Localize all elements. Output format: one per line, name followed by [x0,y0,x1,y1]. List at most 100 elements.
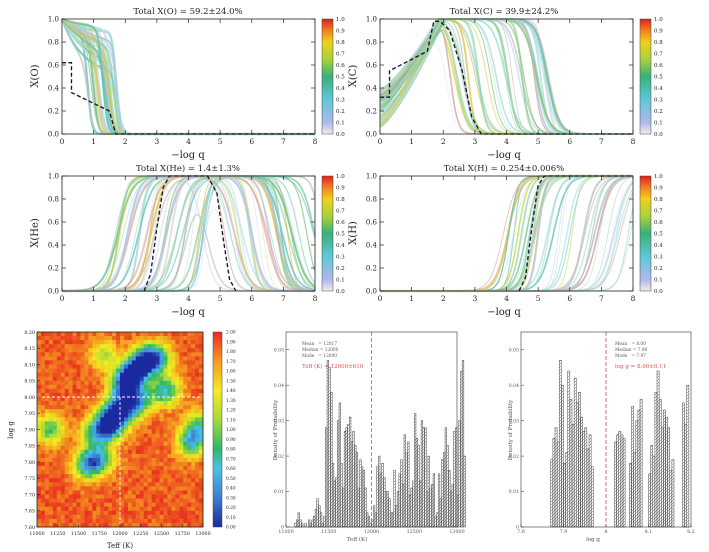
heat-cell [195,368,200,374]
heat-cell [199,522,204,528]
heat-cell [183,441,188,447]
heat-cell [171,425,176,430]
heat-cell [151,421,156,426]
heat-cell [52,470,58,475]
heat-cell [199,344,204,349]
heat-cell [127,522,133,528]
heat-cell [64,462,70,467]
heat-cell [155,405,160,410]
heat-cell [143,470,149,475]
heat-cell [179,336,184,341]
heat-cell [112,514,117,520]
histogram-bar [631,406,634,528]
heat-cell [139,494,145,499]
histogram-bar [571,423,575,528]
heat-cell [72,429,77,434]
heat-cell [56,405,62,410]
histogram-bar [576,402,579,528]
heat-cell [120,348,125,353]
heat-cell [116,482,121,487]
histogram-bar [314,509,318,528]
heat-cell [48,457,54,463]
heat-cell [92,352,97,357]
heat-cell [108,405,113,410]
heat-cell [60,397,66,402]
heat-cell [135,332,141,337]
heat-cell [159,421,164,426]
heat-cell [104,462,109,467]
heat-cell [187,332,192,337]
heat-cell [40,401,46,406]
heat-cell [159,494,164,499]
heat-cell [52,498,58,504]
heat-cell [80,518,85,524]
heat-cell [159,506,164,512]
heat-cell [112,356,117,361]
y-tick-label: 0.4 [48,242,60,250]
heat-cell [155,482,160,487]
histogram-bar [347,423,350,528]
heat-cell [52,397,58,402]
heat-cell [68,522,73,528]
heat-cell [56,421,62,426]
heat-cell [80,449,85,455]
heat-cell [84,425,89,430]
heat-cell [135,462,141,467]
heat-cell [96,449,101,455]
heat-cell [37,340,42,345]
heat-cell [56,474,62,479]
histogram-bar [556,441,560,528]
heat-cell [179,522,184,528]
heat-cell [175,372,180,378]
histogram-bar [355,452,359,528]
heat-cell [104,502,109,508]
heat-cell [92,466,97,471]
heat-cell [48,421,54,426]
heat-cell [64,380,70,386]
y-axis-label: Density of Probability [273,399,279,460]
heat-cell [147,449,153,455]
heat-cell [135,421,141,426]
heat-cell [104,384,109,390]
heat-cell [92,478,97,483]
heat-cell [191,344,196,349]
heat-cell [167,433,172,439]
histogram-bar [635,420,639,528]
heat-cell [100,433,105,439]
heat-cell [179,429,184,434]
colorbar-tick-label: 1.60 [226,370,236,375]
heat-cell [96,417,101,422]
heat-cell [88,380,93,386]
heat-cell [104,518,109,524]
heat-cell [72,474,77,479]
heat-cell [88,413,93,418]
heat-cell [183,498,188,504]
heat-cell [175,344,180,349]
heat-cell [139,417,145,422]
heat-cell [187,344,192,349]
colorbar-tick-label: 0.3 [336,98,345,104]
heat-cell [116,401,121,406]
heat-cell [147,466,153,471]
heat-cell [116,474,121,479]
heat-cell [131,474,137,479]
heat-cell [175,348,180,353]
heat-cell [159,466,164,471]
heat-cell [37,360,42,365]
heat-cell [112,474,117,479]
heat-cell [135,449,141,455]
y-tick-label: 0.6 [366,219,378,227]
heat-cell [131,441,137,447]
heat-cell [76,401,81,406]
heat-cell [159,478,164,483]
heat-cell [127,470,133,475]
heat-cell [40,388,46,394]
heat-cell [56,413,62,418]
heat-cell [183,457,188,463]
heat-cell [135,425,141,430]
heat-cell [135,522,141,528]
heat-cell [147,360,153,365]
heat-cell [167,356,172,361]
histogram-bar [361,466,364,528]
heat-cell [76,336,81,341]
